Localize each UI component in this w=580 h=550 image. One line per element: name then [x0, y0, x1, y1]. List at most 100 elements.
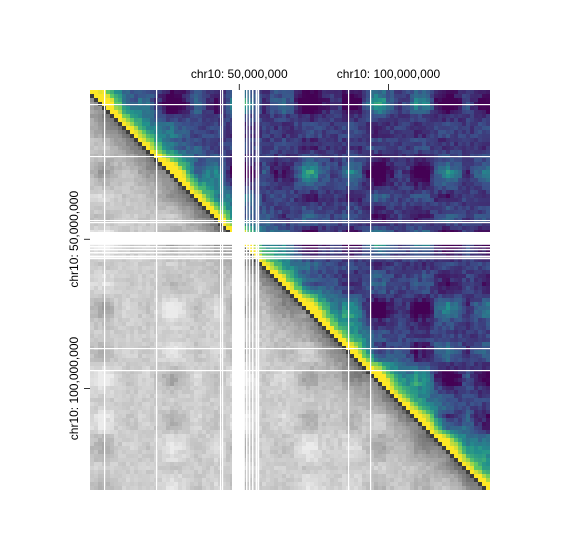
heatmap-cell: [282, 134, 287, 139]
heatmap-cell: [290, 262, 295, 267]
heatmap-cell: [334, 114, 339, 119]
heatmap-cell: [398, 118, 403, 123]
heatmap-cell: [334, 94, 339, 99]
heatmap-cell: [266, 174, 271, 179]
heatmap-cell: [290, 118, 295, 123]
heatmap-cell: [402, 194, 407, 199]
heatmap-cell: [410, 266, 415, 271]
heatmap-cell: [438, 210, 443, 215]
heatmap-cell: [298, 174, 303, 179]
heatmap-cell: [398, 130, 403, 135]
heatmap-cell: [270, 266, 275, 271]
heatmap-cell: [322, 282, 327, 287]
heatmap-cell: [342, 262, 347, 267]
heatmap-cell: [330, 118, 335, 123]
heatmap-cell: [174, 194, 179, 199]
heatmap-cell: [170, 138, 175, 143]
heatmap-cell: [114, 174, 119, 179]
heatmap-cell: [226, 266, 231, 271]
heatmap-cell: [170, 110, 175, 115]
heatmap-cell: [106, 126, 111, 131]
heatmap-cell: [294, 186, 299, 191]
heatmap-cell: [130, 130, 135, 135]
heatmap-cell: [266, 114, 271, 119]
heatmap-cell: [454, 162, 459, 167]
heatmap-cell: [382, 126, 387, 131]
heatmap-cell: [202, 130, 207, 135]
heatmap-cell: [354, 182, 359, 187]
heatmap-cell: [302, 142, 307, 147]
heatmap-cell: [182, 122, 187, 127]
heatmap-cell: [126, 122, 131, 127]
heatmap-cell: [282, 286, 287, 291]
heatmap-cell: [454, 262, 459, 267]
heatmap-cell: [194, 174, 199, 179]
heatmap-cell: [430, 150, 435, 155]
heatmap-cell: [298, 214, 303, 219]
heatmap-cell: [442, 274, 447, 279]
heatmap-cell: [342, 190, 347, 195]
heatmap-cell: [358, 142, 363, 147]
heatmap-cell: [290, 146, 295, 151]
heatmap-cell: [130, 90, 135, 95]
heatmap-cell: [282, 270, 287, 275]
heatmap-cell: [334, 206, 339, 211]
heatmap-cell: [158, 270, 163, 275]
heatmap-cell: [222, 226, 227, 231]
heatmap-cell: [286, 114, 291, 119]
heatmap-cell: [186, 206, 191, 211]
heatmap-cell: [290, 246, 295, 251]
heatmap-cell: [90, 186, 95, 191]
heatmap-cell: [266, 178, 271, 183]
heatmap-cell: [310, 150, 315, 155]
heatmap-cell: [170, 226, 175, 231]
heatmap-cell: [318, 106, 323, 111]
heatmap-cell: [114, 198, 119, 203]
heatmap-cell: [266, 118, 271, 123]
heatmap-cell: [382, 262, 387, 267]
heatmap-cell: [446, 190, 451, 195]
heatmap-cell: [426, 106, 431, 111]
heatmap-cell: [294, 282, 299, 287]
heatmap-cell: [438, 174, 443, 179]
heatmap-cell: [194, 194, 199, 199]
heatmap-cell: [302, 214, 307, 219]
heatmap-cell: [206, 226, 211, 231]
heatmap-cell: [418, 270, 423, 275]
heatmap-cell: [174, 98, 179, 103]
heatmap-cell: [450, 278, 455, 283]
heatmap-cell: [106, 182, 111, 187]
heatmap-cell: [482, 246, 487, 251]
heatmap-cell: [430, 266, 435, 271]
heatmap-cell: [330, 94, 335, 99]
heatmap-cell: [482, 266, 487, 271]
heatmap-cell: [394, 222, 399, 227]
heatmap-cell: [454, 222, 459, 227]
heatmap-cell: [94, 266, 99, 271]
heatmap-cell: [170, 126, 175, 131]
heatmap-cell: [458, 98, 463, 103]
heatmap-cell: [446, 110, 451, 115]
heatmap-cell: [382, 146, 387, 151]
heatmap-cell: [110, 214, 115, 219]
heatmap-cell: [342, 94, 347, 99]
heatmap-cell: [214, 162, 219, 167]
heatmap-cell: [478, 210, 483, 215]
heatmap-cell: [458, 190, 463, 195]
heatmap-cell: [442, 98, 447, 103]
heatmap-cell: [410, 170, 415, 175]
heatmap-cell: [190, 118, 195, 123]
heatmap-cell: [282, 130, 287, 135]
heatmap-cell: [482, 226, 487, 231]
heatmap-cell: [182, 174, 187, 179]
heatmap-cell: [178, 286, 183, 291]
heatmap-cell: [262, 106, 267, 111]
heatmap-cell: [146, 266, 151, 271]
heatmap-cell: [418, 210, 423, 215]
heatmap-cell: [470, 122, 475, 127]
heatmap-cell: [286, 182, 291, 187]
heatmap-cell: [110, 206, 115, 211]
heatmap-cell: [142, 134, 147, 139]
heatmap-cell: [150, 182, 155, 187]
heatmap-cell: [90, 98, 95, 103]
